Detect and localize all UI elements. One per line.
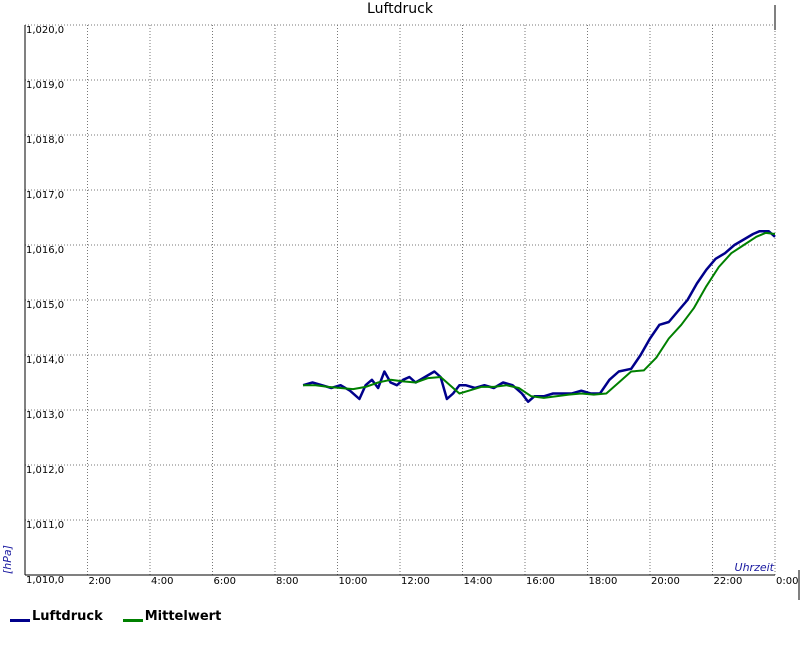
legend-item-mittelwert: Mittelwert [122, 609, 222, 624]
x-tick-label: 22:00 [714, 576, 743, 587]
y-tick-label: 1,015,0 [26, 300, 64, 311]
series-lines [302, 230, 776, 404]
x-tick-label: 14:00 [464, 576, 493, 587]
x-tick-label: 16:00 [526, 576, 555, 587]
y-tick-labels: 1,010,0 1,011,0 1,012,0 1,013,0 1,014,0 1,015… [26, 25, 64, 586]
y-tick-label: 1,020,0 [26, 25, 64, 36]
chart-title: Luftdruck [367, 1, 434, 17]
series-line-mittelwert [303, 231, 776, 399]
y-tick-label: 1,019,0 [26, 80, 64, 91]
x-tick-label: 10:00 [339, 576, 368, 587]
y-tick-label: 1,012,0 [26, 465, 64, 476]
legend-label-luftdruck: Luftdruck [32, 609, 103, 624]
x-tick-label: 18:00 [589, 576, 618, 587]
x-tick-label: 2:00 [89, 576, 111, 587]
legend-item-luftdruck: Luftdruck [10, 609, 103, 624]
y-axis-label: [hPa] [1, 545, 14, 574]
x-tick-label: 8:00 [276, 576, 298, 587]
y-tick-label: 1,010,0 [26, 575, 64, 586]
y-tick-label: 1,013,0 [26, 410, 64, 421]
y-tick-label: 1,014,0 [26, 355, 64, 366]
axes [24, 5, 800, 600]
legend-swatch-mittelwert [122, 619, 143, 622]
y-tick-label: 1,011,0 [26, 520, 64, 531]
y-tick-label: 1,018,0 [26, 135, 64, 146]
grid [25, 24, 776, 575]
x-tick-label: 6:00 [214, 576, 236, 587]
x-tick-label: 0:00 [776, 576, 798, 587]
legend-swatch-luftdruck [10, 619, 30, 622]
legend-label-mittelwert: Mittelwert [144, 609, 222, 624]
x-tick-label: 4:00 [151, 576, 173, 587]
x-tick-label: 12:00 [401, 576, 430, 587]
x-axis-label: Uhrzeit [735, 561, 775, 574]
legend: Luftdruck Mittelwert [10, 609, 241, 624]
x-tick-labels: 2:00 4:00 6:00 8:00 10:00 12:00 14:00 16:00 18:0… [89, 576, 799, 587]
series-line-luftdruck [302, 230, 776, 404]
x-tick-label: 20:00 [651, 576, 680, 587]
y-tick-label: 1,017,0 [26, 190, 64, 201]
y-tick-label: 1,016,0 [26, 245, 64, 256]
